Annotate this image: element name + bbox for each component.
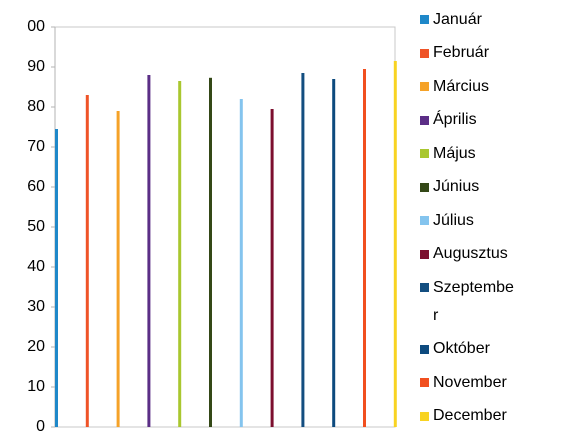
legend-item: Szeptember — [420, 271, 517, 333]
plot-frame — [55, 27, 395, 427]
y-tick-label: 70 — [27, 138, 45, 155]
legend-swatch — [420, 250, 429, 259]
y-tick-label: 20 — [27, 338, 45, 355]
y-tick-label: 40 — [27, 258, 45, 275]
y-tick-label: 10 — [27, 378, 45, 395]
legend-label: November — [433, 369, 517, 397]
bar — [178, 81, 181, 427]
legend-label: Április — [433, 106, 517, 134]
legend-swatch — [420, 345, 429, 354]
bar — [86, 95, 89, 427]
legend-label: Március — [433, 73, 517, 101]
legend: Január Február Március Április Május Június Jú… — [420, 3, 517, 433]
legend-swatch — [420, 82, 429, 91]
legend-label: Február — [433, 39, 517, 67]
legend-swatch — [420, 149, 429, 158]
legend-item: Április — [420, 104, 517, 138]
legend-label: Június — [433, 173, 517, 201]
bar — [240, 99, 243, 427]
legend-item: Október — [420, 333, 517, 367]
legend-item: Január — [420, 3, 517, 37]
bar — [301, 73, 304, 427]
legend-item: Március — [420, 70, 517, 104]
legend-label: Október — [433, 335, 517, 363]
legend-item: Július — [420, 204, 517, 238]
legend-label: Július — [433, 207, 517, 235]
bar — [394, 61, 397, 427]
y-tick-label: 80 — [27, 98, 45, 115]
y-tick-label: 60 — [27, 178, 45, 195]
legend-swatch — [420, 116, 429, 125]
bar — [271, 109, 274, 427]
legend-swatch — [420, 183, 429, 192]
legend-swatch — [420, 412, 429, 421]
legend-label: Május — [433, 140, 517, 168]
legend-item: Augusztus — [420, 238, 517, 272]
legend-item: December — [420, 400, 517, 433]
legend-item: Május — [420, 137, 517, 171]
bar — [55, 129, 58, 427]
legend-swatch — [420, 283, 429, 292]
y-tick-label: 50 — [27, 218, 45, 235]
y-tick-label: 00 — [27, 18, 45, 35]
legend-swatch — [420, 49, 429, 58]
legend-label: Augusztus — [433, 240, 517, 268]
y-tick-label: 0 — [36, 418, 45, 431]
legend-item: November — [420, 366, 517, 400]
bar — [209, 78, 212, 427]
legend-label: December — [433, 402, 517, 430]
bar — [117, 111, 120, 427]
bar — [363, 69, 366, 427]
legend-item: Február — [420, 37, 517, 71]
legend-label: Szeptember — [433, 274, 517, 330]
legend-label: Január — [433, 6, 517, 34]
legend-swatch — [420, 378, 429, 387]
legend-swatch — [420, 216, 429, 225]
legend-swatch — [420, 15, 429, 24]
y-tick-label: 90 — [27, 58, 45, 75]
bar — [147, 75, 150, 427]
legend-item: Június — [420, 171, 517, 205]
bar — [332, 79, 335, 427]
y-tick-label: 30 — [27, 298, 45, 315]
